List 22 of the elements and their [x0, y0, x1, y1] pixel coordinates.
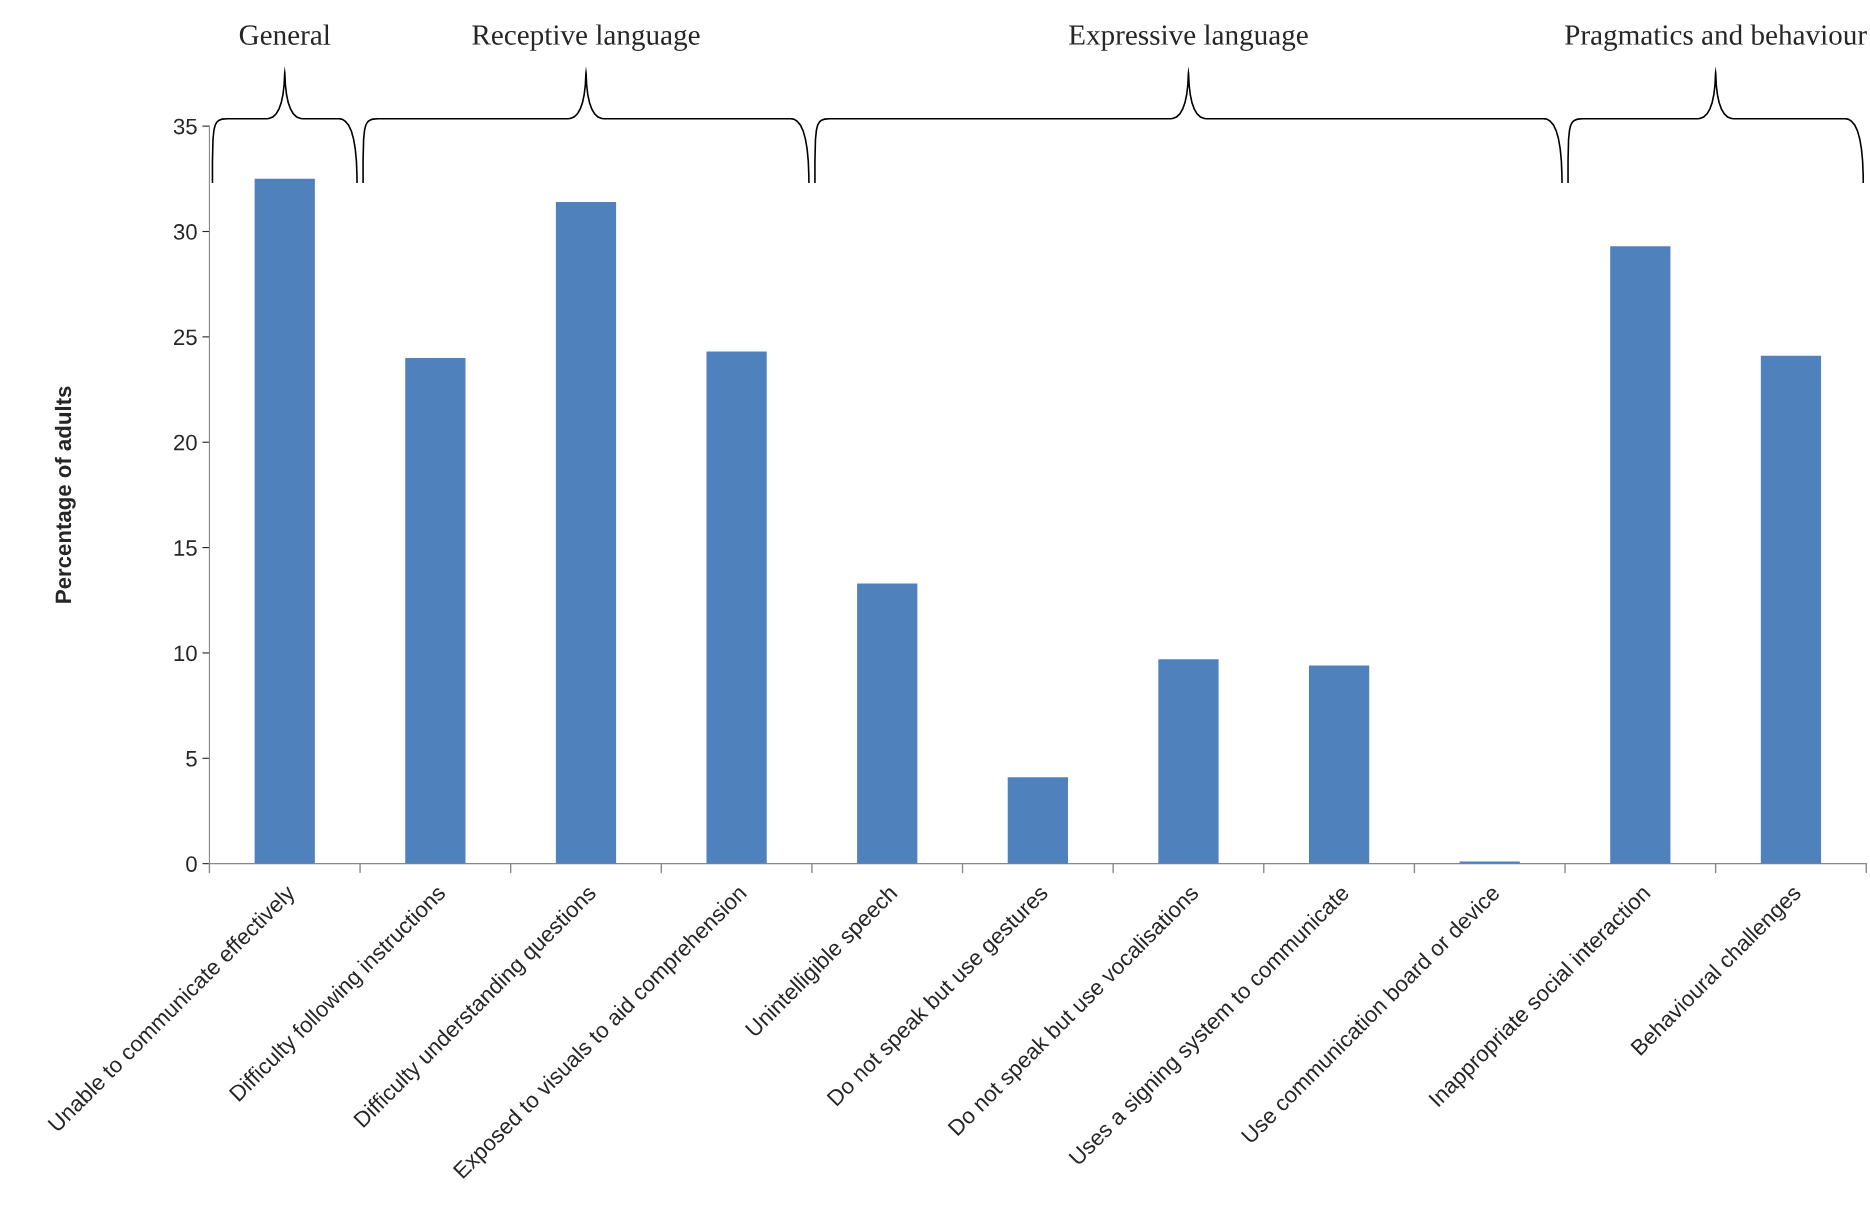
y-tick-label: 20: [174, 434, 197, 451]
y-tick-label: 25: [174, 329, 197, 346]
bar: [857, 583, 918, 864]
bar: [1007, 777, 1068, 864]
y-tick-label: 10: [174, 645, 197, 662]
y-tick-label: 15: [174, 540, 197, 556]
text: General: [239, 24, 331, 45]
text: Expressive language: [1069, 24, 1308, 51]
bar: [1760, 355, 1822, 864]
y-tick-label: 35: [173, 118, 197, 135]
bar: [1610, 246, 1671, 864]
y-tick-label: 30: [173, 224, 197, 240]
bar: [1158, 659, 1219, 864]
bar: [706, 351, 767, 864]
y-axis-title: Percentage of adults: [54, 386, 76, 603]
text: Receptive language: [472, 24, 700, 51]
bar: [1308, 665, 1370, 864]
bar: [555, 202, 617, 864]
text: Pragmatics and behaviour: [1565, 24, 1867, 51]
y-tick-label: 0: [186, 856, 197, 872]
bar: [405, 357, 466, 864]
y-tick-label: 5: [186, 751, 197, 767]
